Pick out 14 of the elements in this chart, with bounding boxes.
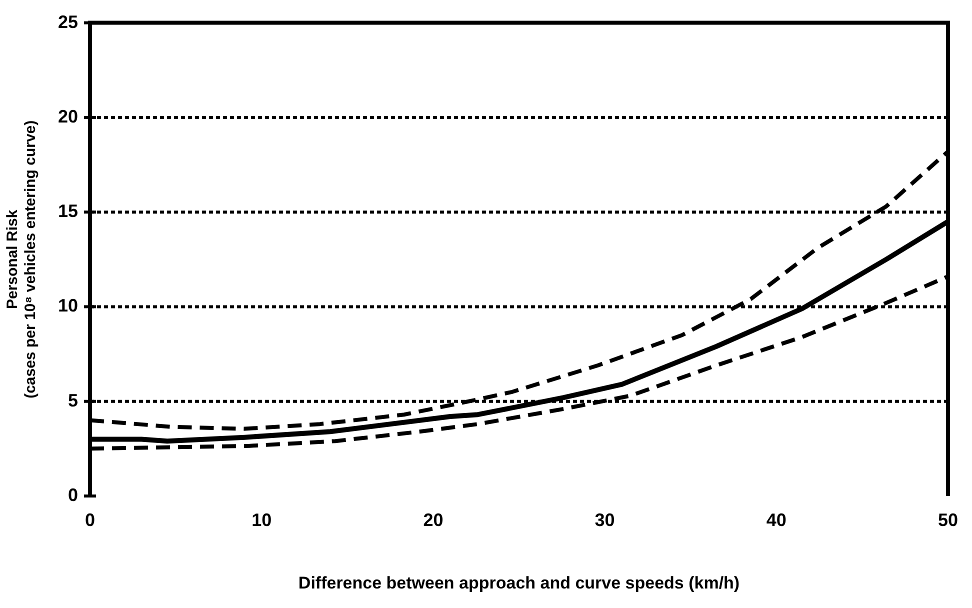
x-tick-label: 40 bbox=[766, 510, 786, 530]
x-tick-label: 20 bbox=[423, 510, 444, 530]
x-tick-label: 0 bbox=[85, 510, 96, 530]
y-tick-label: 10 bbox=[58, 296, 78, 316]
y-tick-label: 5 bbox=[68, 390, 78, 410]
y-tick-label: 15 bbox=[58, 201, 78, 222]
y-tick-label: 25 bbox=[58, 12, 78, 32]
x-axis-title: Difference between approach and curve speeds (km/h) bbox=[298, 573, 740, 592]
y-axis-title: Personal Risk (cases per 10⁸ vehicles entering curve) bbox=[4, 120, 40, 398]
x-tick-label: 10 bbox=[252, 510, 272, 530]
x-tick-label: 30 bbox=[594, 510, 615, 530]
y-tick-label: 20 bbox=[58, 106, 78, 126]
x-tick-label: 50 bbox=[938, 510, 958, 530]
y-tick-label: 0 bbox=[68, 484, 78, 505]
